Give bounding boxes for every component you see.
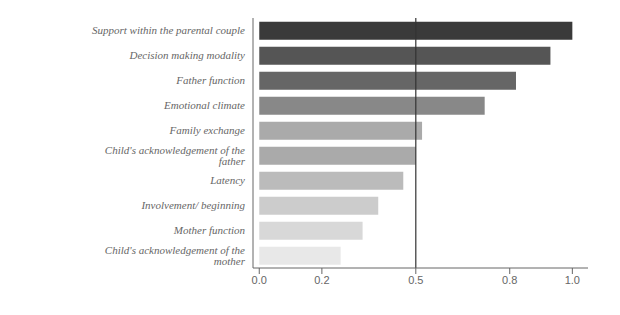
svg-text:0.5: 0.5 (408, 274, 423, 286)
svg-text:0.0: 0.0 (252, 274, 267, 286)
svg-text:Child's acknowledgement of the: Child's acknowledgement of themother (105, 244, 246, 267)
svg-text:Decision making modality: Decision making modality (129, 49, 246, 61)
svg-text:Emotional climate: Emotional climate (163, 99, 245, 111)
svg-text:Latency: Latency (209, 174, 245, 186)
svg-text:Mother function: Mother function (173, 224, 246, 236)
svg-text:Child's acknowledgement of the: Child's acknowledgement of thefather (105, 144, 246, 167)
svg-text:Support within the parental co: Support within the parental couple (92, 24, 245, 36)
svg-text:0.2: 0.2 (314, 274, 329, 286)
svg-text:1.0: 1.0 (565, 274, 580, 286)
svg-text:Involvement/ beginning: Involvement/ beginning (140, 199, 245, 211)
svg-text:Father function: Father function (175, 74, 245, 86)
svg-text:Family exchange: Family exchange (169, 124, 246, 136)
svg-text:0.8: 0.8 (502, 274, 517, 286)
